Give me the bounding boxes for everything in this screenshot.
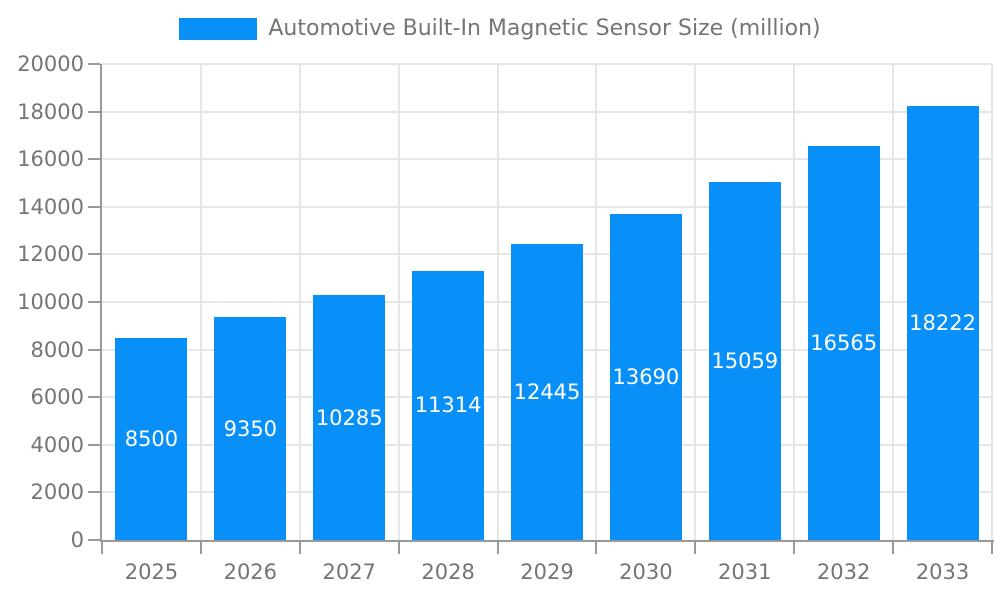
y-axis-tick <box>88 443 100 446</box>
y-axis-label: 10000 <box>17 290 84 314</box>
y-gridline <box>102 205 992 208</box>
y-axis-tick <box>88 205 100 208</box>
y-axis-label: 12000 <box>17 242 84 267</box>
y-axis-tick <box>88 539 100 541</box>
chart-legend[interactable]: Automotive Built-In Magnetic Sensor Size… <box>0 16 1000 41</box>
x-axis-tick <box>298 542 301 554</box>
bar-value-label: 8500 <box>124 426 179 451</box>
bar-value-label: 9350 <box>223 416 278 441</box>
y-axis-tick <box>88 63 100 65</box>
x-axis-label-2030: 2030 <box>619 560 673 584</box>
y-axis-label: 0 <box>70 528 84 552</box>
x-gridline <box>793 64 796 540</box>
y-axis-label: 16000 <box>17 147 84 172</box>
y-axis-label: 6000 <box>30 385 84 410</box>
x-gridline <box>595 64 598 540</box>
x-axis-label-2026: 2026 <box>223 560 278 584</box>
bar-2027[interactable]: 10285 <box>313 295 386 540</box>
x-axis-label-2033: 2033 <box>915 560 970 584</box>
bar-2026[interactable]: 9350 <box>214 317 287 540</box>
y-gridline <box>102 158 992 161</box>
x-axis-tick <box>199 542 202 554</box>
x-axis-label-2029: 2029 <box>520 560 574 584</box>
x-gridline <box>991 64 993 540</box>
legend-swatch-icon <box>179 17 258 40</box>
x-axis-label-2025: 2025 <box>124 560 179 584</box>
bar-value-label: 16565 <box>810 330 878 355</box>
x-axis-tick <box>595 542 598 554</box>
y-axis-tick <box>88 301 100 303</box>
x-gridline <box>199 64 202 540</box>
bar-2025[interactable]: 8500 <box>115 337 188 540</box>
bar-value-label: 10285 <box>315 405 383 430</box>
bar-value-label: 12445 <box>513 379 581 404</box>
y-axis-tick <box>88 253 100 256</box>
bar-value-label: 18222 <box>909 311 976 336</box>
x-axis-label-2032: 2032 <box>816 560 871 584</box>
y-axis-label: 18000 <box>17 99 84 124</box>
x-axis-label-2028: 2028 <box>421 560 475 584</box>
bar-2032[interactable]: 16565 <box>807 145 880 540</box>
y-axis-label: 8000 <box>30 337 84 362</box>
bar-value-label: 13690 <box>612 365 680 390</box>
bar-value-label: 15059 <box>711 348 779 373</box>
y-axis-tick <box>88 110 100 113</box>
y-axis-label: 14000 <box>17 194 84 219</box>
x-gridline <box>397 64 400 540</box>
y-gridline <box>102 110 992 113</box>
chart-title: Automotive Built-In Magnetic Sensor Size… <box>268 16 821 41</box>
x-gridline <box>694 64 697 540</box>
x-axis-tick <box>694 542 697 554</box>
x-axis-tick <box>496 542 499 554</box>
x-axis-tick <box>101 542 103 554</box>
x-axis-tick <box>793 542 796 554</box>
y-axis-label: 2000 <box>30 480 84 505</box>
bar-2033[interactable]: 18222 <box>906 106 979 540</box>
y-axis-label: 4000 <box>30 432 84 457</box>
x-gridline <box>298 64 301 540</box>
y-axis-tick <box>88 158 100 161</box>
y-axis-tick <box>88 396 100 399</box>
x-axis-tick <box>991 542 993 554</box>
x-axis-label-2027: 2027 <box>322 560 376 584</box>
bar-value-label: 11314 <box>414 393 482 418</box>
x-axis-line <box>100 540 994 542</box>
x-axis-tick <box>892 542 895 554</box>
y-gridline <box>102 63 992 65</box>
x-axis-label-2031: 2031 <box>718 560 772 584</box>
y-axis-label: 20000 <box>17 52 84 76</box>
y-axis-line <box>100 64 102 542</box>
y-axis-tick <box>88 348 100 351</box>
bar-2031[interactable]: 15059 <box>708 181 781 540</box>
bar-2030[interactable]: 13690 <box>609 214 682 540</box>
bar-2028[interactable]: 11314 <box>412 270 485 540</box>
y-axis-tick <box>88 491 100 494</box>
x-axis-tick <box>397 542 400 554</box>
x-gridline <box>892 64 895 540</box>
x-gridline <box>496 64 499 540</box>
bar-2029[interactable]: 12445 <box>511 243 583 540</box>
